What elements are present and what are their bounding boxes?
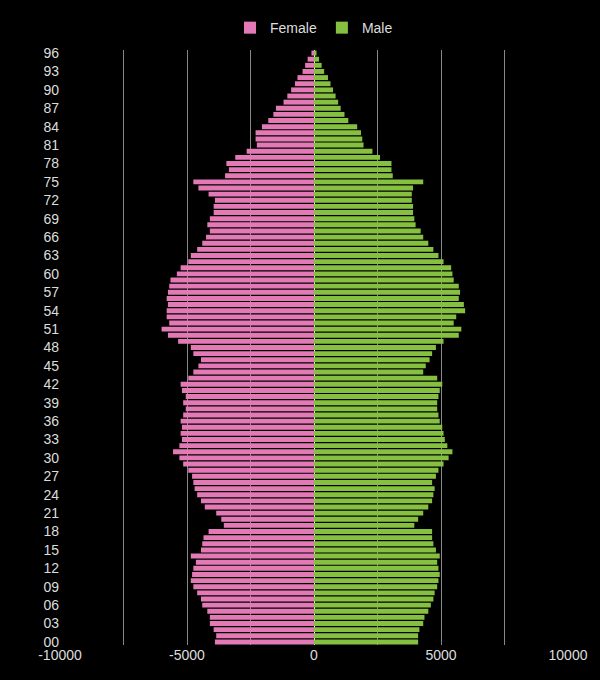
svg-text:57: 57 (43, 284, 59, 300)
svg-text:00: 00 (43, 634, 59, 650)
svg-text:90: 90 (43, 82, 59, 98)
svg-text:87: 87 (43, 100, 59, 116)
svg-text:5000: 5000 (425, 647, 456, 663)
svg-text:96: 96 (43, 45, 59, 61)
svg-text:21: 21 (43, 505, 59, 521)
svg-text:51: 51 (43, 321, 59, 337)
svg-text:33: 33 (43, 431, 59, 447)
svg-text:06: 06 (43, 597, 59, 613)
svg-text:45: 45 (43, 358, 59, 374)
svg-text:63: 63 (43, 247, 59, 263)
svg-text:48: 48 (43, 339, 59, 355)
svg-text:93: 93 (43, 63, 59, 79)
svg-text:-5000: -5000 (169, 647, 205, 663)
svg-text:30: 30 (43, 450, 59, 466)
svg-text:12: 12 (43, 560, 59, 576)
svg-text:84: 84 (43, 119, 59, 135)
svg-text:27: 27 (43, 468, 59, 484)
svg-text:66: 66 (43, 229, 59, 245)
svg-text:15: 15 (43, 542, 59, 558)
svg-text:10000: 10000 (549, 647, 588, 663)
svg-text:24: 24 (43, 487, 59, 503)
svg-text:-10000: -10000 (38, 647, 82, 663)
svg-text:81: 81 (43, 137, 59, 153)
svg-text:72: 72 (43, 192, 59, 208)
svg-text:0: 0 (310, 647, 318, 663)
svg-text:78: 78 (43, 155, 59, 171)
svg-text:Male: Male (362, 20, 393, 36)
svg-text:75: 75 (43, 174, 59, 190)
svg-text:69: 69 (43, 211, 59, 227)
svg-text:36: 36 (43, 413, 59, 429)
svg-text:39: 39 (43, 395, 59, 411)
svg-text:54: 54 (43, 303, 59, 319)
svg-text:03: 03 (43, 615, 59, 631)
svg-text:09: 09 (43, 579, 59, 595)
svg-text:42: 42 (43, 376, 59, 392)
svg-text:Female: Female (270, 20, 317, 36)
svg-text:60: 60 (43, 266, 59, 282)
svg-text:18: 18 (43, 523, 59, 539)
